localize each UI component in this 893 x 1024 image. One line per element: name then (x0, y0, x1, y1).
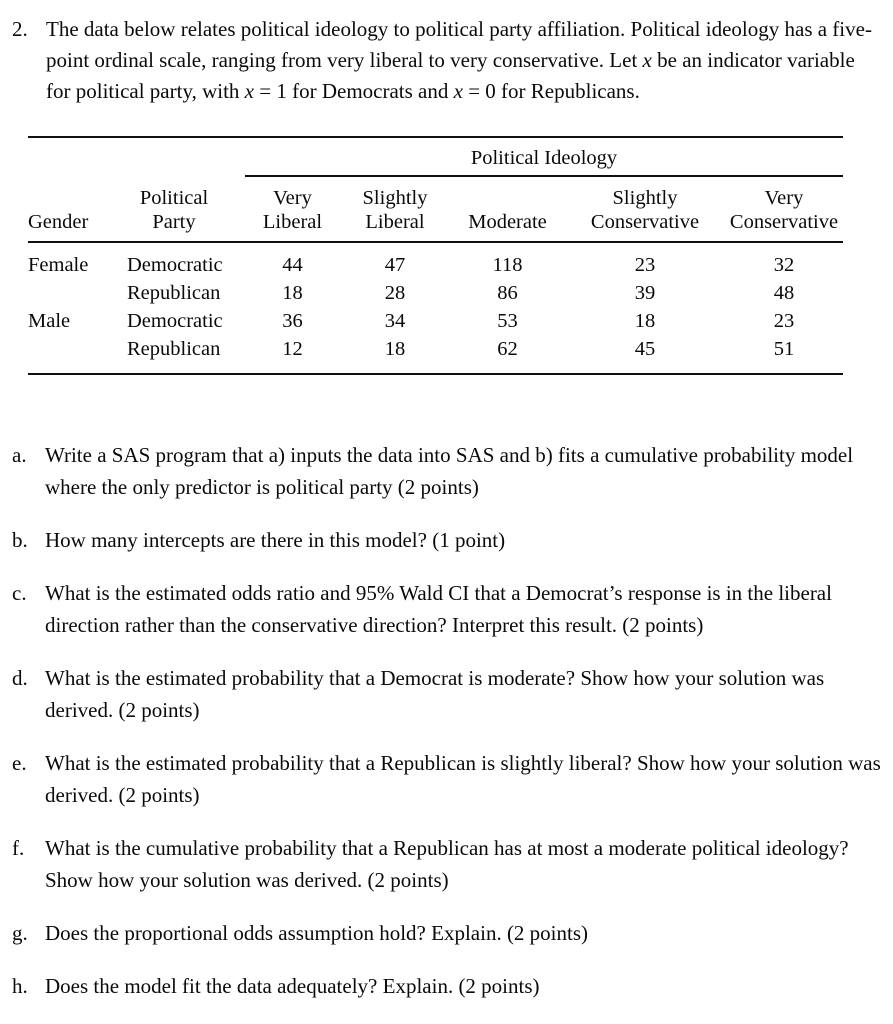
cell-value: 36 (282, 310, 303, 332)
cell-value: 28 (384, 282, 406, 304)
column-header-moderate: Moderate (450, 176, 565, 243)
question-label: a. (12, 443, 27, 467)
question-label: g. (12, 921, 28, 945)
cell-value: 86 (497, 282, 518, 304)
cell-value: 18 (384, 338, 406, 360)
table-row: Republican 18 28 86 39 48 (28, 279, 843, 307)
cell-gender (28, 335, 123, 374)
question-text: What is the estimated probability that a… (45, 666, 825, 722)
question-item-e: e. What is the estimated probability tha… (12, 747, 883, 811)
column-header-very-conservative: Very Conservative (725, 176, 843, 243)
cell-value: 34 (384, 310, 406, 332)
cell-value: 51 (773, 338, 795, 360)
question-item-f: f. What is the cumulative probability th… (12, 832, 883, 896)
cell-value: 32 (773, 254, 795, 276)
question-label: e. (12, 751, 27, 775)
column-header-party: Political Party (123, 176, 245, 243)
table-header-row: Gender Political Party Very Liberal Slig… (28, 176, 843, 243)
cell-party: Democratic (127, 254, 223, 276)
cell-gender (28, 279, 123, 307)
cell-value: 23 (634, 254, 656, 276)
math-var-x: x (453, 79, 463, 103)
cell-value: 48 (773, 282, 795, 304)
question-text: What is the cumulative probability that … (45, 836, 849, 892)
question-item-c: c. What is the estimated odds ratio and … (12, 577, 883, 641)
table-row: Republican 12 18 62 45 51 (28, 335, 843, 374)
intro-segment: be an indicator variable for political p… (46, 48, 855, 103)
table-row: Male Democratic 36 34 53 18 23 (28, 307, 843, 335)
cell-value: 39 (634, 282, 656, 304)
cell-gender: Male (28, 310, 71, 332)
math-var-x: x (244, 79, 254, 103)
intro-segment: = 0 for Republicans. (462, 79, 640, 103)
cell-gender: Female (28, 254, 89, 276)
question-text: What is the estimated odds ratio and 95%… (45, 581, 832, 637)
column-header-very-liberal: Very Liberal (245, 176, 340, 243)
column-header-gender: Gender (28, 176, 123, 243)
cell-value: 44 (282, 254, 303, 276)
question-label: h. (12, 974, 28, 998)
cell-value: 12 (282, 338, 303, 360)
question-item-b: b. How many intercepts are there in this… (12, 524, 883, 556)
table-row: Female Democratic 44 47 118 23 32 (28, 242, 843, 279)
cell-value: 118 (492, 254, 523, 276)
question-item-h: h. Does the model fit the data adequatel… (12, 970, 883, 1002)
cell-party: Republican (127, 338, 221, 360)
question-text: Does the proportional odds assumption ho… (45, 921, 589, 945)
table-spanner-label: Political Ideology (245, 137, 843, 177)
cell-value: 18 (634, 310, 656, 332)
question-text: Does the model fit the data adequately? … (45, 974, 540, 998)
table-container: Political Ideology Gender Political Part… (28, 136, 883, 375)
question-text: Write a SAS program that a) inputs the d… (45, 443, 854, 499)
question-item-a: a. Write a SAS program that a) inputs th… (12, 439, 883, 503)
question-text: What is the estimated probability that a… (45, 751, 881, 807)
table-spanner-row: Political Ideology (28, 137, 843, 177)
cell-party: Republican (127, 282, 221, 304)
cell-value: 47 (384, 254, 406, 276)
spanner-empty-cell (28, 137, 245, 176)
question-label: f. (12, 836, 25, 860)
cell-value: 53 (497, 310, 518, 332)
ideology-table: Political Ideology Gender Political Part… (28, 136, 843, 375)
math-var-x: x (642, 48, 652, 72)
cell-value: 18 (282, 282, 303, 304)
problem-number: 2. (12, 17, 28, 41)
intro-segment: The data below relates political ideolog… (46, 17, 872, 72)
cell-value: 45 (634, 338, 656, 360)
intro-segment: = 1 for Democrats and (254, 79, 454, 103)
cell-party: Democratic (127, 310, 223, 332)
question-item-g: g. Does the proportional odds assumption… (12, 917, 883, 949)
question-text: How many intercepts are there in this mo… (45, 528, 506, 552)
question-label: c. (12, 581, 27, 605)
column-header-slightly-conservative: Slightly Conservative (565, 176, 725, 243)
question-item-d: d. What is the estimated probability tha… (12, 662, 883, 726)
cell-value: 62 (497, 338, 518, 360)
problem-statement: 2. The data below relates political ideo… (12, 14, 883, 107)
problem-intro-text: The data below relates political ideolog… (46, 14, 883, 107)
question-label: d. (12, 666, 28, 690)
question-label: b. (12, 528, 28, 552)
question-list: a. Write a SAS program that a) inputs th… (12, 439, 883, 1002)
column-header-slightly-liberal: Slightly Liberal (340, 176, 450, 243)
cell-value: 23 (773, 310, 795, 332)
